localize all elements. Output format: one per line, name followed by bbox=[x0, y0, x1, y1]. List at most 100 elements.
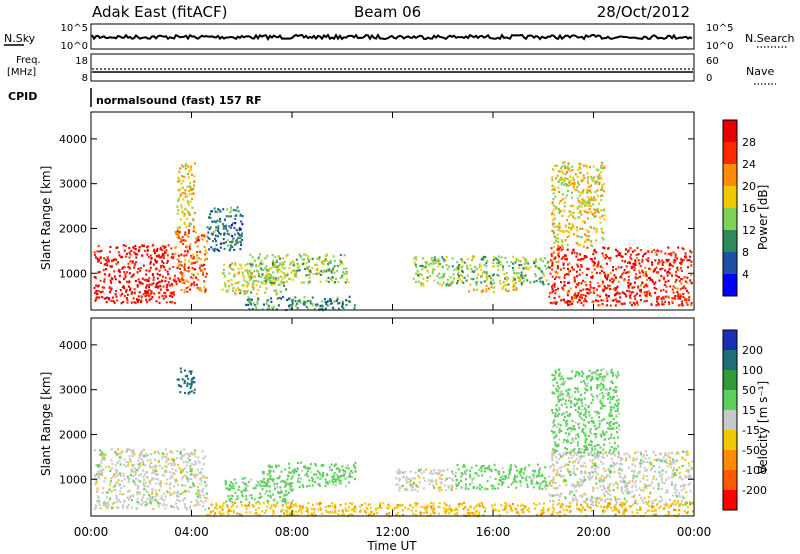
velocity-echo-cell bbox=[320, 463, 323, 467]
power-echo-cell bbox=[577, 294, 580, 297]
velocity-echo-cell bbox=[140, 473, 142, 476]
power-echo-cell bbox=[179, 280, 181, 283]
velocity-echo-cell bbox=[669, 460, 672, 463]
velocity-echo-cell bbox=[198, 503, 201, 506]
velocity-echo-cell bbox=[583, 461, 586, 465]
power-echo-cell bbox=[653, 286, 656, 289]
velocity-echo-cell bbox=[544, 488, 547, 491]
power-echo-cell bbox=[101, 286, 104, 289]
velocity-echo-cell bbox=[230, 494, 233, 497]
velocity-echo-cell bbox=[98, 473, 101, 476]
power-echo-cell bbox=[681, 278, 683, 281]
power-echo-cell bbox=[96, 292, 99, 295]
power-echo-cell bbox=[514, 261, 517, 264]
power-echo-cell bbox=[330, 279, 333, 282]
power-echo-cell bbox=[251, 272, 254, 275]
velocity-echo-cell bbox=[464, 483, 467, 486]
velocity-echo-cell bbox=[593, 464, 596, 467]
velocity-echo-cell bbox=[177, 495, 180, 498]
velocity-echo-cell bbox=[127, 498, 130, 501]
velocity-echo-cell bbox=[484, 510, 486, 513]
velocity-echo-cell bbox=[190, 384, 193, 388]
power-echo-cell bbox=[248, 298, 251, 301]
power-echo-cell bbox=[254, 279, 257, 283]
velocity-echo-cell bbox=[626, 492, 629, 495]
velocity-echo-cell bbox=[565, 453, 568, 456]
velocity-echo-cell bbox=[131, 463, 133, 466]
velocity-echo-cell bbox=[654, 453, 657, 457]
velocity-echo-cell bbox=[180, 385, 183, 388]
velocity-echo-cell bbox=[441, 478, 444, 481]
velocity-echo-cell bbox=[151, 466, 154, 469]
power-echo-cell bbox=[550, 254, 553, 257]
velocity-echo-cell bbox=[409, 503, 412, 506]
power-echo-cell bbox=[211, 233, 214, 236]
power-echo-cell bbox=[153, 248, 156, 251]
velocity-echo-cell bbox=[423, 506, 426, 509]
power-echo-cell bbox=[185, 246, 188, 249]
power-echo-cell bbox=[239, 240, 242, 243]
power-echo-cell bbox=[564, 301, 567, 304]
power-echo-cell bbox=[275, 265, 278, 268]
velocity-echo-cell bbox=[477, 514, 480, 517]
velocity-echo-cell bbox=[118, 483, 120, 486]
power-echo-cell bbox=[627, 275, 630, 278]
velocity-echo-cell bbox=[194, 474, 197, 478]
velocity-echo-cell bbox=[332, 480, 335, 484]
velocity-echo-cell bbox=[157, 459, 160, 462]
velocity-echo-cell bbox=[193, 452, 196, 455]
velocity-echo-cell bbox=[183, 382, 186, 385]
velocity-echo-cell bbox=[205, 492, 208, 495]
power-echo-cell bbox=[120, 256, 123, 259]
power-echo-cell bbox=[561, 177, 564, 180]
power-echo-cell bbox=[281, 277, 284, 280]
power-echo-cell bbox=[566, 294, 569, 297]
power-echo-cell bbox=[600, 188, 603, 191]
power-echo-cell bbox=[306, 265, 309, 268]
velocity-echo-cell bbox=[155, 492, 158, 495]
power-echo-cell bbox=[560, 249, 563, 252]
velocity-echo-cell bbox=[573, 486, 576, 489]
power-echo-cell bbox=[420, 282, 423, 285]
power-echo-cell bbox=[320, 270, 323, 273]
velocity-echo-cell bbox=[610, 506, 613, 509]
power-echo-cell bbox=[327, 276, 330, 279]
velocity-echo-cell bbox=[422, 476, 425, 480]
velocity-echo-cell bbox=[614, 504, 617, 507]
power-echo-cell bbox=[562, 267, 565, 270]
velocity-echo-cell bbox=[123, 463, 126, 466]
power-echo-cell bbox=[155, 282, 158, 285]
velocity-echo-cell bbox=[505, 504, 508, 507]
power-echo-cell bbox=[554, 164, 557, 167]
velocity-echo-cell bbox=[551, 463, 554, 466]
power-echo-cell bbox=[598, 181, 601, 184]
power-echo-cell bbox=[580, 213, 583, 216]
power-echo-cell bbox=[570, 213, 573, 216]
velocity-echo-cell bbox=[134, 467, 136, 470]
velocity-echo-cell bbox=[176, 378, 179, 381]
power-echo-cell bbox=[554, 195, 557, 198]
power-echo-cell bbox=[202, 273, 204, 276]
velocity-echo-cell bbox=[516, 469, 518, 472]
power-echo-cell bbox=[561, 245, 564, 248]
velocity-echo-cell bbox=[408, 480, 411, 484]
power-echo-cell bbox=[690, 281, 693, 284]
velocity-echo-cell bbox=[156, 450, 159, 453]
velocity-echo-cell bbox=[521, 503, 524, 506]
power-echo-cell bbox=[603, 288, 606, 291]
velocity-echo-cell bbox=[481, 474, 484, 477]
velocity-echo-cell bbox=[491, 504, 494, 507]
power-echo-cell bbox=[579, 227, 582, 230]
velocity-echo-cell bbox=[475, 509, 478, 512]
power-echo-cell bbox=[196, 273, 199, 276]
power-echo-cell bbox=[626, 250, 629, 253]
power-echo-cell bbox=[623, 279, 626, 282]
power-echo-cell bbox=[194, 268, 196, 271]
velocity-echo-cell bbox=[228, 498, 231, 501]
velocity-echo-cell bbox=[335, 473, 338, 476]
power-echo-cell bbox=[227, 288, 230, 291]
velocity-echo-cell bbox=[202, 494, 205, 497]
velocity-echo-cell bbox=[587, 452, 590, 455]
velocity-echo-cell bbox=[432, 509, 435, 512]
power-echo-cell bbox=[187, 280, 190, 283]
